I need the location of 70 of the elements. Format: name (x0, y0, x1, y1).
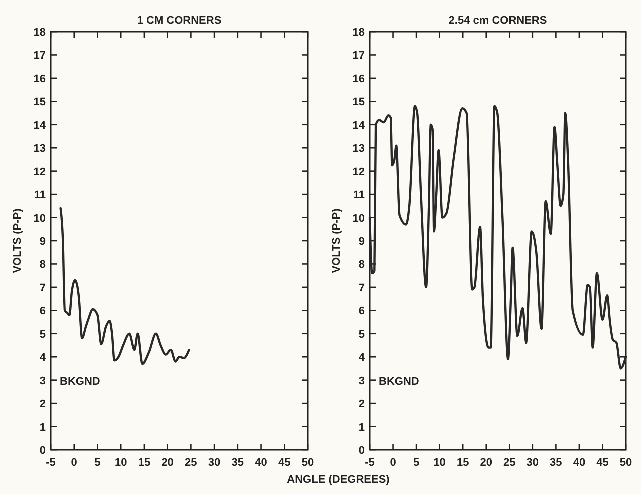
annotation: BKGND (60, 376, 100, 388)
line-series (60, 207, 190, 366)
y-axis-title: VOLTS (P-P) (12, 208, 24, 274)
y-tick-label: 6 (40, 306, 46, 318)
y-tick-label: 15 (34, 96, 46, 109)
y-tick-label: 11 (353, 190, 365, 202)
x-tick-label: 10 (434, 457, 446, 469)
x-tick-label: 45 (596, 457, 609, 469)
chart-title: 2.54 cm CORNERS (448, 15, 548, 27)
y-tick-label: 17 (34, 50, 46, 62)
y-tick-label: 4 (40, 352, 47, 364)
y-tick-label: 12 (352, 166, 365, 178)
y-axis-title: VOLTS (P-P) (331, 208, 343, 274)
y-tick-label: 15 (352, 96, 365, 109)
x-tick-label: 0 (71, 457, 78, 469)
y-tick-label: 10 (352, 212, 365, 225)
y-tick-label: 8 (40, 259, 46, 272)
x-tick-label: 30 (208, 457, 221, 469)
y-tick-label: 6 (358, 306, 365, 318)
x-tick-label: 40 (573, 457, 586, 469)
x-tick-label: 50 (302, 457, 314, 469)
y-tick-label: 8 (358, 259, 365, 272)
y-tick-label: 18 (352, 27, 365, 39)
y-tick-label: 12 (34, 166, 46, 178)
y-tick-label: 3 (358, 375, 365, 388)
x-tick-label: 45 (278, 457, 291, 469)
x-tick-label: 40 (255, 457, 268, 469)
y-tick-label: 0 (40, 445, 46, 457)
y-tick-label: 10 (34, 212, 46, 225)
y-tick-label: 7 (358, 282, 365, 294)
y-tick-label: 2 (40, 398, 46, 411)
x-tick-label: 10 (114, 457, 128, 469)
x-tick-label: 50 (620, 457, 632, 469)
chart-title: 1 CM CORNERS (137, 15, 222, 27)
y-tick-label: 11 (34, 190, 46, 202)
y-tick-label: 18 (34, 27, 46, 39)
x-tick-label: 15 (138, 457, 151, 469)
y-tick-label: 1 (40, 422, 46, 434)
y-tick-label: 5 (40, 328, 46, 341)
x-axis-title: ANGLE (DEGREES) (287, 474, 390, 486)
y-tick-label: 17 (352, 50, 365, 62)
x-tick-label: 25 (504, 457, 516, 469)
y-tick-label: 13 (352, 143, 365, 156)
x-tick-label: 25 (185, 457, 198, 469)
y-tick-label: 4 (358, 352, 366, 364)
y-tick-label: 2 (358, 398, 365, 411)
x-tick-label: -5 (365, 457, 375, 469)
y-tick-label: 3 (40, 375, 46, 388)
x-tick-label: 30 (526, 457, 540, 469)
y-tick-label: 1 (358, 422, 365, 434)
x-tick-label: 20 (480, 457, 492, 469)
y-tick-label: 13 (34, 143, 46, 156)
y-tick-label: 0 (358, 445, 365, 457)
y-tick-label: 9 (40, 236, 46, 248)
x-tick-label: 5 (413, 457, 420, 469)
x-tick-label: 5 (94, 457, 101, 469)
x-tick-label: 0 (390, 457, 396, 469)
y-tick-label: 5 (358, 328, 365, 341)
y-tick-label: 7 (40, 282, 46, 294)
x-tick-label: -5 (46, 457, 56, 469)
annotation: BKGND (379, 376, 420, 388)
x-tick-label: 35 (550, 457, 562, 469)
y-tick-label: 9 (358, 236, 365, 248)
x-tick-label: 35 (232, 457, 244, 469)
y-tick-label: 14 (34, 120, 47, 132)
y-tick-label: 16 (352, 73, 365, 86)
y-tick-label: 14 (352, 120, 366, 132)
x-tick-label: 20 (162, 457, 174, 469)
y-tick-label: 16 (34, 73, 46, 86)
x-tick-label: 15 (456, 457, 470, 469)
